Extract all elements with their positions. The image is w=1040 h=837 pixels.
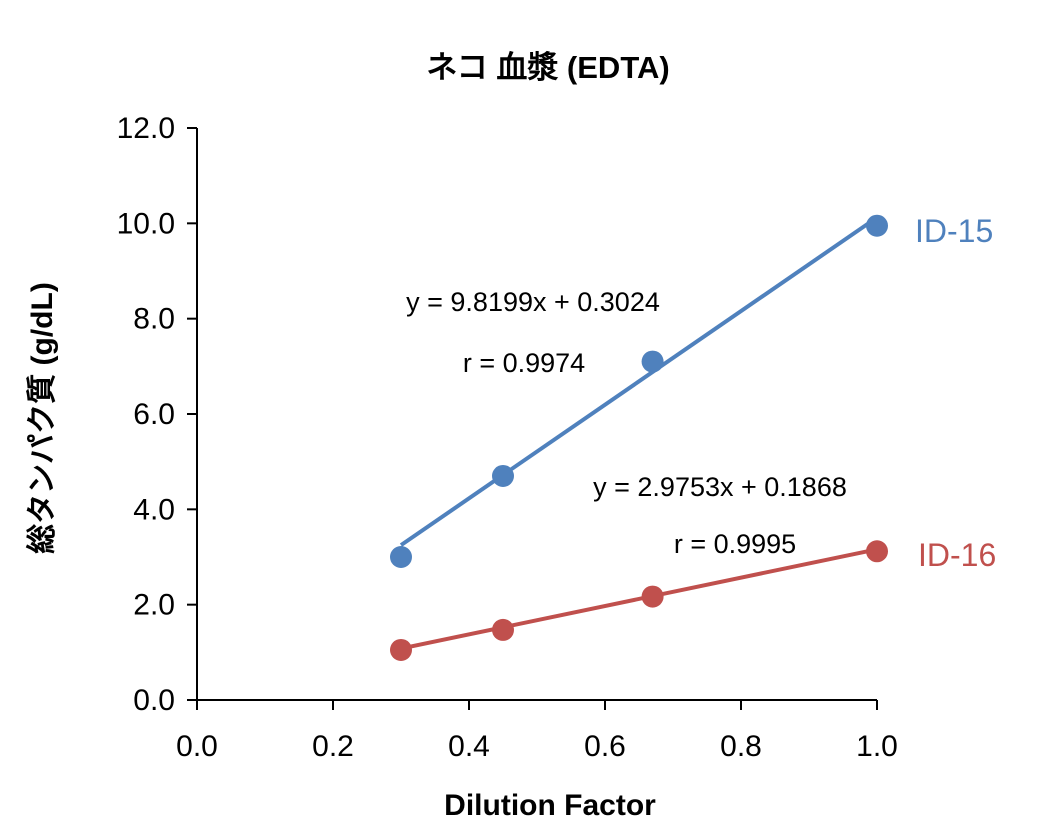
y-tick-label: 2.0 [133, 589, 175, 622]
data-point-id-15 [390, 546, 412, 568]
x-tick-label: 0.4 [448, 730, 490, 763]
data-point-id-16 [390, 638, 412, 661]
data-point-id-16 [641, 585, 664, 608]
y-tick-label: 12.0 [117, 112, 175, 145]
data-point-id-15 [866, 214, 888, 237]
x-tick-label: 1.0 [856, 730, 898, 763]
y-tick-label: 10.0 [117, 207, 175, 240]
chart-title: ネコ 血漿 (EDTA) [426, 50, 669, 85]
trendline-id-15 [399, 215, 879, 547]
x-tick-label: 0.8 [720, 730, 762, 763]
trendline-equation-id-15: y = 9.8199x + 0.3024 [406, 287, 660, 317]
trendline-equation-id-16: y = 2.9753x + 0.1868 [593, 472, 847, 502]
y-tick-label: 6.0 [133, 398, 175, 431]
trendline-id-16 [400, 547, 878, 651]
x-tick-label: 0.0 [176, 730, 218, 763]
data-point-id-16 [492, 618, 514, 641]
series-label-id-15: ID-15 [915, 213, 993, 249]
series-label-id-16: ID-16 [918, 537, 996, 573]
correlation-label-id-16: r = 0.9995 [674, 529, 796, 559]
y-tick-label: 8.0 [133, 303, 175, 336]
data-point-id-15 [492, 464, 514, 487]
correlation-label-id-15: r = 0.9974 [463, 348, 585, 378]
data-point-id-15 [641, 350, 664, 373]
x-tick-label: 0.2 [312, 730, 354, 763]
y-tick-label: 4.0 [133, 493, 175, 526]
y-tick-label: 0.0 [133, 684, 175, 717]
y-axis-title: 総タンパク質 (g/dL) [26, 282, 59, 554]
data-point-id-16 [866, 540, 888, 563]
x-tick-label: 0.6 [584, 730, 626, 763]
x-axis-title: Dilution Factor [444, 789, 656, 822]
